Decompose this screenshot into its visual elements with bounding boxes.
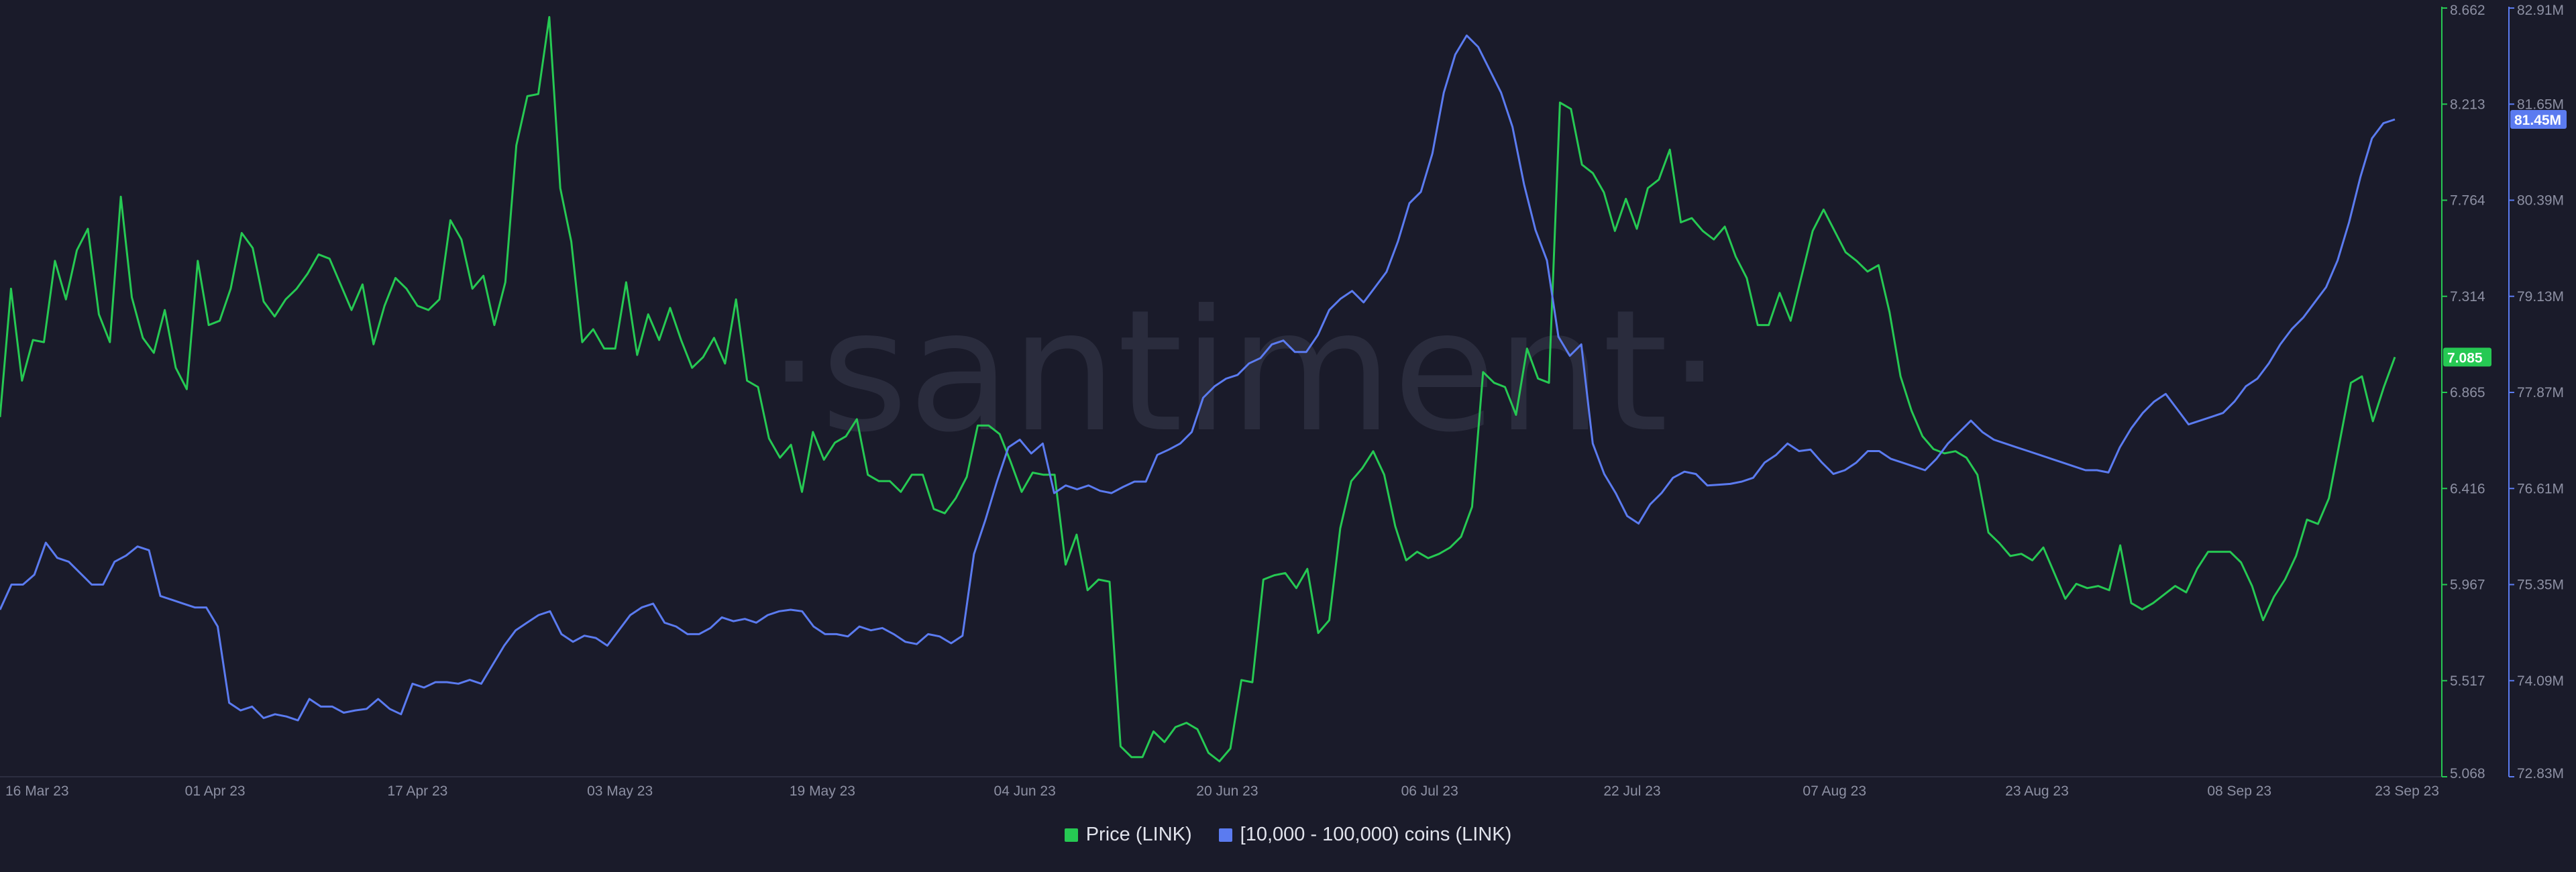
legend-swatch-holders: [1218, 828, 1232, 842]
x-tick-label: 07 Aug 23: [1803, 783, 1866, 799]
last-value-badges: 7.085 81.45M: [2443, 109, 2567, 367]
x-tick-label: 16 Mar 23: [5, 783, 69, 799]
holders-last-value-badge: 81.45M: [2514, 113, 2561, 128]
x-tick-label: 01 Apr 23: [185, 783, 246, 799]
legend-item-price[interactable]: Price (LINK): [1064, 824, 1192, 846]
x-tick-label: 04 Jun 23: [994, 783, 1056, 799]
holders-axis-tick-label: 81.65M: [2517, 97, 2564, 112]
holders-axis-tick-label: 80.39M: [2517, 193, 2564, 209]
price-last-value-badge: 7.085: [2447, 350, 2483, 366]
price-last-value-badge-bg: [2443, 347, 2491, 367]
price-axis-tick-label: 5.517: [2450, 673, 2485, 689]
holders-series-line: [0, 34, 2396, 722]
x-tick-label: 23 Sep 23: [2375, 783, 2439, 799]
x-tick-label: 08 Sep 23: [2207, 783, 2271, 799]
price-axis-ticks: 8.662 8.213 7.764 7.314 6.865 6.416 5.967 5.517…: [2442, 3, 2485, 781]
holders-last-value-badge-bg: [2510, 109, 2567, 129]
series-layer: [0, 15, 2396, 763]
holders-axis-tick-label: 79.13M: [2517, 289, 2564, 305]
holders-axis-tick-label: 75.35M: [2517, 578, 2564, 593]
holders-axis-tick-label: 77.87M: [2517, 385, 2564, 400]
legend: Price (LINK) [10,000 - 100,000) coins (L…: [0, 824, 2576, 846]
price-axis-tick-label: 7.314: [2450, 289, 2485, 305]
x-tick-label: 06 Jul 23: [1401, 783, 1458, 799]
x-axis-ticks: 16 Mar 23 01 Apr 23 17 Apr 23 03 May 23 19 M…: [5, 783, 2439, 799]
price-axis-tick-label: 7.764: [2450, 193, 2485, 209]
legend-label-price: Price (LINK): [1085, 824, 1192, 845]
santiment-watermark: ·santiment·: [767, 274, 1721, 469]
price-axis-tick-label: 6.865: [2450, 385, 2485, 400]
x-tick-label: 17 Apr 23: [387, 783, 447, 799]
legend-swatch-price: [1064, 828, 1078, 842]
price-axis-tick-label: 5.967: [2450, 578, 2485, 593]
price-axis-tick-label: 8.213: [2450, 97, 2485, 112]
holders-axis-tick-label: 76.61M: [2517, 481, 2564, 496]
x-tick-label: 23 Aug 23: [2005, 783, 2069, 799]
price-axis-tick-label: 8.662: [2450, 3, 2485, 18]
price-axis-tick-label: 6.416: [2450, 481, 2485, 496]
x-tick-label: 19 May 23: [790, 783, 855, 799]
price-series-line: [0, 15, 2396, 763]
x-tick-label: 20 Jun 23: [1196, 783, 1258, 799]
holders-axis-tick-label: 82.91M: [2517, 3, 2564, 18]
legend-label-holders: [10,000 - 100,000) coins (LINK): [1240, 824, 1512, 845]
holders-axis-tick-label: 74.09M: [2517, 673, 2564, 689]
x-tick-label: 03 May 23: [587, 783, 653, 799]
holders-axis-tick-label: 72.83M: [2517, 766, 2564, 781]
legend-item-holders[interactable]: [10,000 - 100,000) coins (LINK): [1218, 824, 1512, 846]
holders-axis-ticks: 82.91M 81.65M 80.39M 79.13M 77.87M 76.61M 75.3…: [2509, 3, 2564, 781]
x-tick-label: 22 Jul 23: [1603, 783, 1660, 799]
price-axis-tick-label: 5.068: [2450, 766, 2485, 781]
